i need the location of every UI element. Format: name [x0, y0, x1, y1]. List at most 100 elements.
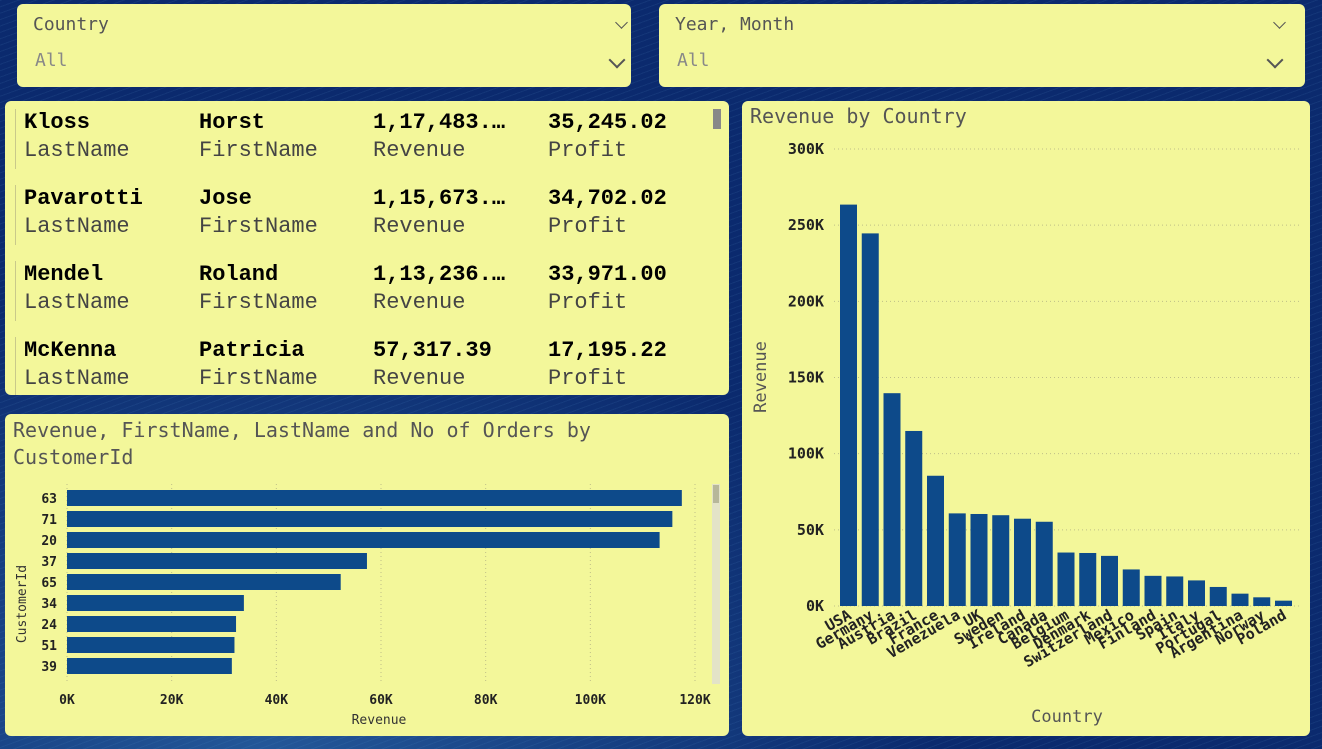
- revenue-label: Revenue: [373, 290, 466, 315]
- bar: [1166, 576, 1184, 606]
- last-name-label: LastName: [24, 214, 130, 239]
- x-tick-label: 20K: [160, 693, 184, 708]
- y-tick-label: 150K: [788, 369, 824, 387]
- first-name-value: Jose: [199, 186, 252, 211]
- x-tick-label: 60K: [369, 693, 393, 708]
- bar: [883, 393, 901, 606]
- y-tick-label: 50K: [797, 521, 824, 539]
- list-item: Pavarotti LastName Jose FirstName 1,15,673…: [15, 185, 706, 245]
- profit-value: 33,971.00: [548, 262, 667, 287]
- bar: [67, 532, 660, 548]
- y-tick-label: 24: [41, 618, 57, 633]
- bar: [67, 595, 244, 611]
- revenue-value: 1,15,673.…: [373, 186, 506, 211]
- bar: [1079, 552, 1097, 606]
- first-name-label: FirstName: [199, 290, 318, 315]
- revenue-value: 1,17,483.…: [373, 110, 506, 135]
- country-slicer-value[interactable]: All: [35, 50, 68, 71]
- profit-label: Profit: [548, 290, 628, 315]
- country-slicer-label: Country: [33, 14, 109, 35]
- year-month-slicer-label: Year, Month: [675, 14, 795, 35]
- first-name-label: FirstName: [199, 214, 318, 239]
- x-axis-label: Revenue: [352, 713, 407, 728]
- bar: [1144, 575, 1162, 606]
- first-name-value: Patricia: [199, 338, 305, 363]
- profit-label: Profit: [548, 214, 628, 239]
- scrollbar[interactable]: [713, 109, 721, 129]
- bar: [67, 553, 367, 569]
- country-slicer[interactable]: Country All: [17, 4, 631, 87]
- y-tick-label: 200K: [788, 292, 824, 310]
- x-tick-label: 0K: [59, 693, 75, 708]
- chart-title: Revenue, FirstName, LastName and No of O…: [13, 418, 591, 469]
- last-name-label: LastName: [24, 366, 130, 391]
- bar: [1014, 518, 1031, 606]
- revenue-by-country-chart: Revenue Country 0K 50K 100K 150K 200K 250K 300…: [751, 140, 1302, 727]
- scrollbar-thumb[interactable]: [713, 485, 719, 503]
- y-tick-label: 300K: [788, 140, 824, 158]
- bar: [1253, 597, 1271, 606]
- profit-value: 17,195.22: [548, 338, 667, 363]
- x-tick-label: 100K: [575, 693, 606, 708]
- y-tick-label: 20: [41, 534, 57, 549]
- customer-revenue-chart-card: Revenue, FirstName, LastName and No of O…: [5, 414, 729, 736]
- bar: [67, 574, 341, 590]
- bar: [927, 475, 944, 606]
- bar: [948, 513, 966, 606]
- chevron-down-icon[interactable]: [608, 51, 626, 69]
- bar: [1188, 580, 1205, 606]
- y-tick-label: 71: [41, 513, 57, 528]
- bar: [67, 511, 673, 527]
- y-axis-label: CustomerId: [15, 565, 30, 643]
- bar: [1231, 593, 1249, 606]
- bar: [67, 658, 232, 674]
- last-name-value: Mendel: [24, 262, 104, 287]
- y-tick-label: 250K: [788, 216, 824, 234]
- bar: [840, 204, 857, 606]
- profit-label: Profit: [548, 366, 628, 391]
- revenue-by-country-chart-card: Revenue by Country Revenue Country 0K 50K…: [742, 101, 1310, 736]
- y-tick-label: 34: [41, 597, 57, 612]
- bar: [861, 233, 879, 606]
- first-name-value: Roland: [199, 262, 279, 287]
- bar: [67, 637, 235, 653]
- bar: [67, 616, 237, 632]
- scrollbar-track[interactable]: [712, 484, 720, 684]
- first-name-value: Horst: [199, 110, 266, 135]
- customer-multirow-card: Kloss LastName Horst FirstName 1,17,483.… R…: [5, 101, 729, 395]
- chevron-down-icon[interactable]: [1273, 16, 1286, 29]
- y-tick-label: 37: [41, 555, 57, 570]
- chevron-down-icon[interactable]: [615, 16, 628, 29]
- last-name-value: Kloss: [24, 110, 91, 135]
- bar: [905, 430, 923, 606]
- first-name-label: FirstName: [199, 138, 318, 163]
- list-item: Mendel LastName Roland FirstName 1,13,236.…: [15, 261, 706, 321]
- chevron-down-icon[interactable]: [1266, 51, 1284, 69]
- x-tick-label: 80K: [474, 693, 498, 708]
- revenue-label: Revenue: [373, 214, 466, 239]
- first-name-label: FirstName: [199, 366, 318, 391]
- last-name-value: Pavarotti: [24, 186, 143, 211]
- bar: [1209, 586, 1227, 606]
- bar: [970, 513, 988, 606]
- bar: [1101, 555, 1118, 606]
- profit-label: Profit: [548, 138, 628, 163]
- chart-title: Revenue by Country: [750, 104, 967, 128]
- x-tick-label: 40K: [265, 693, 289, 708]
- y-tick-label: 39: [41, 660, 57, 675]
- revenue-value: 57,317.39: [373, 338, 492, 363]
- y-tick-label: 0K: [806, 597, 824, 615]
- x-axis-label: Country: [1031, 707, 1103, 727]
- last-name-value: McKenna: [24, 338, 117, 363]
- last-name-label: LastName: [24, 290, 130, 315]
- revenue-value: 1,13,236.…: [373, 262, 506, 287]
- bar: [1057, 552, 1075, 606]
- year-month-slicer[interactable]: Year, Month All: [659, 4, 1305, 87]
- list-item: McKenna LastName Patricia FirstName 57,317…: [15, 337, 706, 395]
- profit-value: 35,245.02: [548, 110, 667, 135]
- last-name-label: LastName: [24, 138, 130, 163]
- year-month-slicer-value[interactable]: All: [677, 50, 710, 71]
- y-tick-label: 63: [41, 492, 57, 507]
- bar: [1122, 569, 1140, 606]
- bar: [1275, 600, 1292, 606]
